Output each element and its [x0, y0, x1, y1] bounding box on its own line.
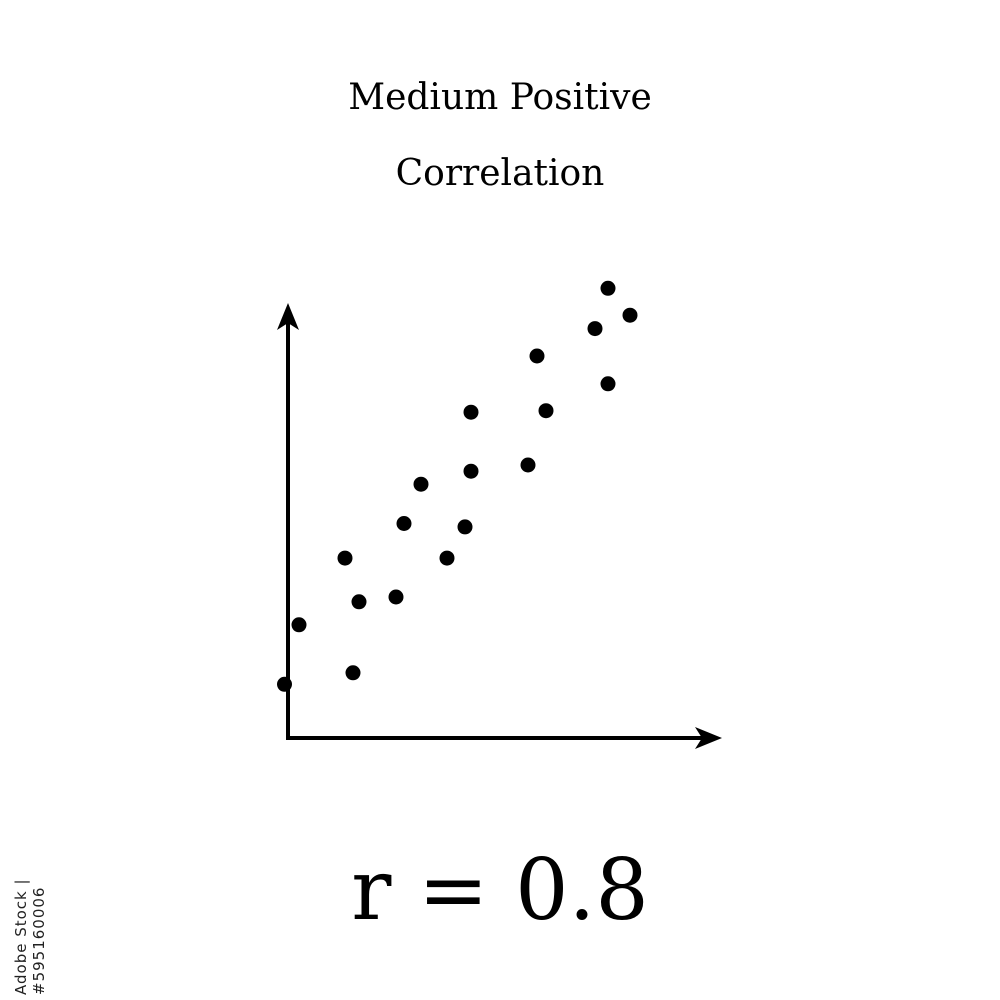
scatter-point-18 [600, 280, 616, 296]
chart-title-line-1: Medium Positive [348, 77, 652, 118]
scatter-point-12 [463, 404, 479, 420]
scatter-point-11 [463, 463, 479, 479]
scatter-point-5 [351, 594, 367, 610]
chart-title-line-2: Correlation [395, 153, 605, 194]
stock-id-text: Adobe Stock | #595160006 [12, 878, 48, 995]
y-axis-arrowhead [277, 303, 299, 330]
scatter-point-17 [600, 376, 616, 392]
scatter-point-16 [587, 321, 603, 337]
scatter-point-19 [622, 307, 638, 323]
scatter-point-14 [529, 348, 545, 364]
scatter-points [277, 280, 638, 692]
scatter-point-9 [439, 550, 455, 566]
scatter-point-4 [337, 550, 353, 566]
scatter-point-8 [413, 476, 429, 492]
scatter-point-13 [520, 457, 536, 473]
x-axis [286, 727, 722, 749]
scatter-point-7 [396, 516, 412, 531]
correlation-coefficient: r = 0.8 [351, 841, 649, 939]
x-axis-arrowhead [695, 727, 722, 749]
scatter-point-6 [388, 589, 404, 605]
scatter-point-2 [291, 617, 307, 633]
scatter-point-10 [457, 519, 473, 535]
scatter-point-15 [538, 403, 554, 419]
scatter-point-3 [345, 665, 361, 681]
scatter-point-1 [277, 676, 292, 692]
y-axis [277, 303, 299, 738]
